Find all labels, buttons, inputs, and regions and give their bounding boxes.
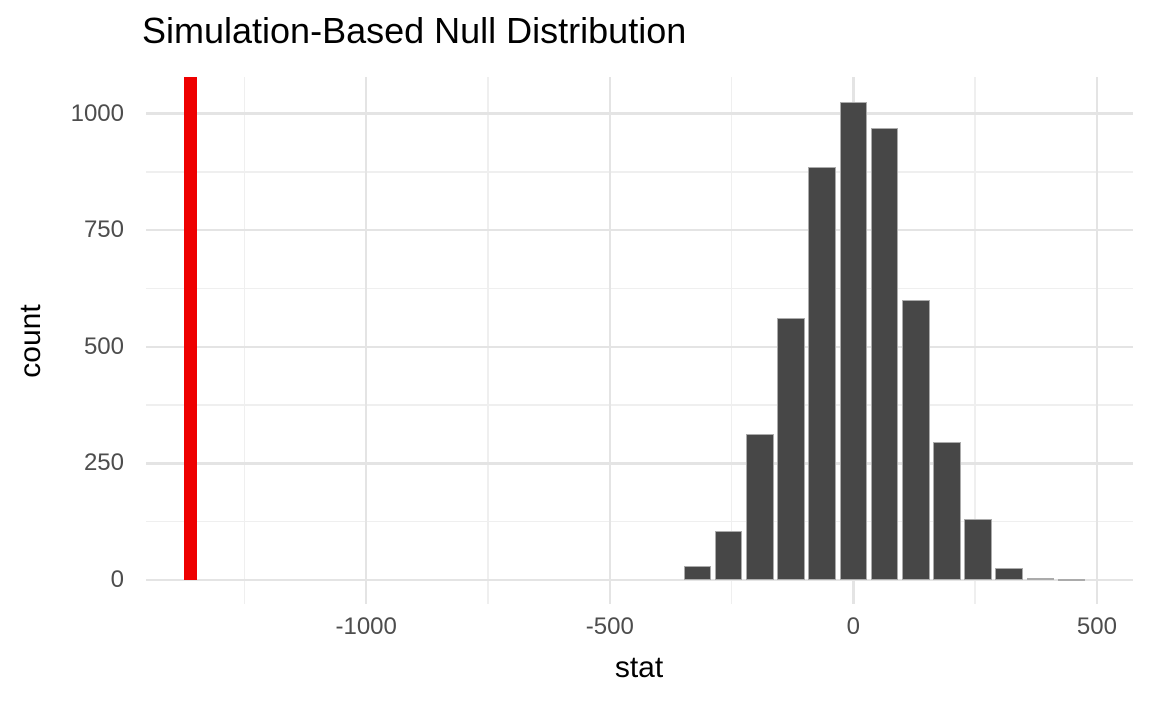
gridline-major-horizontal: [146, 578, 1133, 582]
gridline-minor-vertical: [730, 77, 733, 604]
y-axis-tick-label: 1000: [70, 99, 124, 127]
gridline-minor-horizontal: [146, 404, 1133, 406]
gridline-major-vertical: [1095, 77, 1099, 604]
gridline-minor-horizontal: [146, 171, 1133, 173]
gridline-minor-vertical: [487, 77, 489, 604]
histogram-bar: [870, 128, 899, 580]
histogram-bar: [933, 442, 961, 580]
histogram-bar: [808, 167, 836, 580]
gridline-major-vertical: [364, 77, 368, 604]
y-axis-tick-label: 250: [83, 449, 124, 477]
plot-panel: [146, 77, 1133, 604]
histogram-bar: [839, 102, 868, 580]
histogram-bar: [683, 565, 712, 580]
histogram-bar: [777, 317, 805, 580]
histogram-bar: [746, 434, 774, 580]
gridline-minor-vertical: [974, 77, 976, 604]
y-axis-tick-label: 750: [83, 216, 124, 244]
y-axis-tick-label: 0: [110, 565, 124, 593]
histogram-bar: [714, 531, 743, 580]
gridline-major-vertical: [608, 77, 612, 604]
x-axis-tick-label: 0: [846, 613, 861, 640]
chart-title: Simulation-Based Null Distribution: [142, 10, 687, 51]
y-axis-tick-label: 500: [83, 332, 124, 360]
x-axis-tick-label: -1000: [335, 613, 397, 640]
gridline-minor-horizontal: [146, 520, 1133, 523]
gridline-major-horizontal: [146, 112, 1133, 115]
x-axis-title: stat: [614, 651, 664, 684]
histogram-bar: [1026, 577, 1055, 580]
gridline-minor-vertical: [243, 77, 246, 604]
histogram-bar: [964, 519, 992, 580]
x-axis-tick-label: -500: [585, 613, 634, 640]
observed-stat-line: [184, 77, 198, 580]
gridline-major-horizontal: [146, 345, 1133, 349]
gridline-major-horizontal: [146, 228, 1133, 232]
x-axis-tick-label: 500: [1076, 613, 1117, 640]
histogram-bar: [1057, 578, 1086, 581]
histogram-bar: [901, 299, 930, 580]
gridline-minor-horizontal: [146, 287, 1133, 290]
histogram-bar: [995, 568, 1024, 580]
gridline-major-horizontal: [146, 462, 1133, 465]
